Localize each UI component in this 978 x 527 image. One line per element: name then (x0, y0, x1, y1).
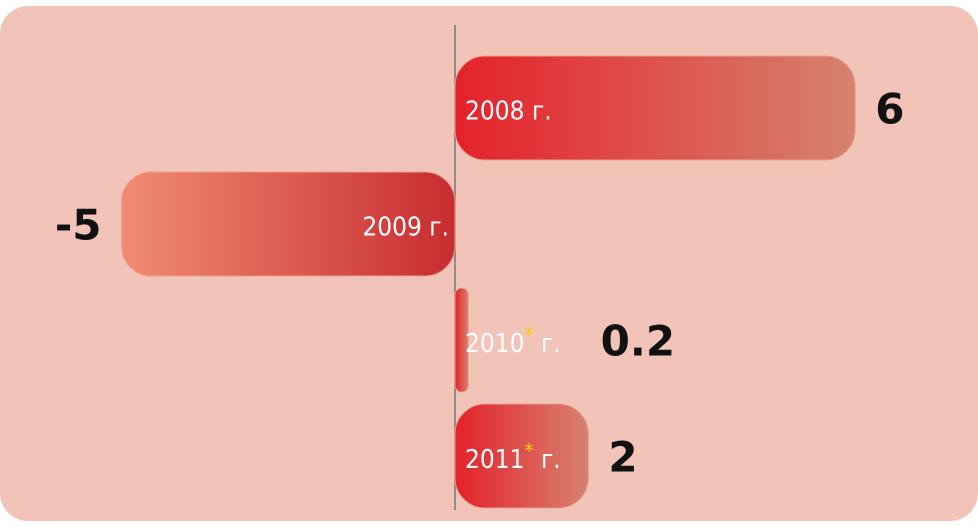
category-label: 2011* г. (465, 439, 561, 475)
value-label: 6 (875, 85, 904, 134)
bar (454, 403, 589, 509)
category-label: 2010* г. (465, 323, 561, 359)
bar (454, 287, 469, 393)
value-label: -5 (55, 201, 102, 250)
category-label: 2009 г. (362, 213, 449, 243)
value-label: 0.2 (601, 317, 675, 366)
value-label: 2 (608, 433, 637, 482)
category-label: 2008 г. (465, 97, 552, 127)
bar (121, 171, 456, 277)
bar (454, 55, 856, 161)
